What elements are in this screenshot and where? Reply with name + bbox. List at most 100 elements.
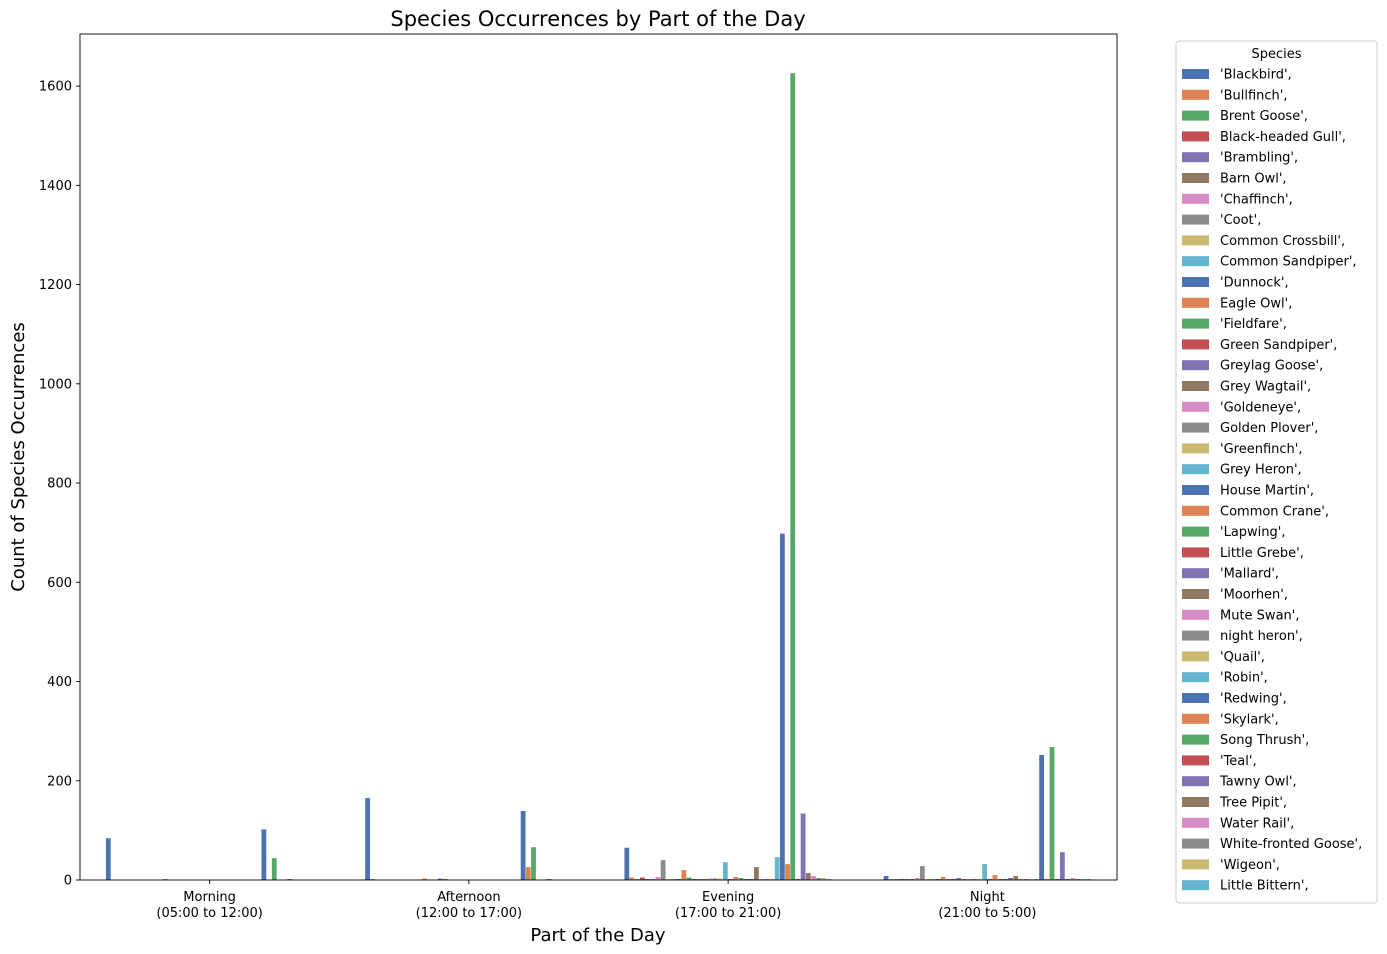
bar <box>769 879 775 880</box>
legend-swatch <box>1182 339 1209 350</box>
bar <box>1023 879 1029 880</box>
x-tick-label: (05:00 to 12:00) <box>156 906 262 921</box>
legend-swatch <box>1182 505 1209 516</box>
bar <box>925 879 930 880</box>
legend-swatch <box>1182 713 1209 724</box>
bar <box>722 862 728 880</box>
bar <box>365 798 370 880</box>
legend-swatch <box>1182 69 1209 79</box>
bar <box>982 864 987 880</box>
bar <box>754 867 759 880</box>
legend-swatch <box>1182 838 1209 849</box>
legend-swatch <box>1182 485 1209 495</box>
bar <box>546 879 552 880</box>
legend-label: 'Bullfinch', <box>1220 88 1287 103</box>
bar <box>992 875 998 880</box>
bar <box>645 879 650 880</box>
bar <box>712 878 718 880</box>
bar <box>987 879 993 880</box>
bar <box>525 867 531 880</box>
bar <box>1002 879 1008 880</box>
legend-label: 'Chaffinch', <box>1220 192 1293 207</box>
bar <box>442 879 448 880</box>
bar <box>1065 879 1070 880</box>
legend-swatch <box>1182 110 1209 121</box>
x-tick-label: (17:00 to 21:00) <box>675 906 781 921</box>
legend-swatch <box>1182 630 1209 641</box>
y-tick-label: 0 <box>64 874 72 889</box>
bar <box>1080 879 1086 880</box>
bar <box>816 878 822 880</box>
bar <box>287 879 293 880</box>
bar <box>162 879 168 880</box>
bar <box>977 879 982 880</box>
x-tick-label: Night <box>970 890 1005 905</box>
legend-label: 'Moorhen', <box>1220 588 1288 603</box>
legend-label: Mute Swan', <box>1220 608 1299 623</box>
legend-swatch <box>1182 859 1209 870</box>
legend-swatch <box>1182 193 1209 204</box>
bar <box>945 879 951 880</box>
legend-label: Water Rail', <box>1220 816 1294 831</box>
bar <box>1018 879 1024 880</box>
bar <box>728 879 733 880</box>
bar <box>764 879 770 880</box>
bar <box>899 879 905 880</box>
x-tick-label: (12:00 to 17:00) <box>416 906 522 921</box>
legend-swatch <box>1182 422 1209 433</box>
bar <box>805 873 811 880</box>
bar <box>437 878 443 880</box>
legend-label: House Martin', <box>1220 484 1314 499</box>
legend-swatch <box>1182 797 1209 807</box>
bar <box>971 879 977 880</box>
legend-label: Grey Wagtail', <box>1220 380 1311 395</box>
y-tick-label: 1200 <box>39 278 72 293</box>
legend-swatch <box>1182 401 1209 412</box>
legend-swatch <box>1182 755 1209 766</box>
bar <box>686 877 692 880</box>
bar <box>702 879 707 880</box>
y-axis-title: Count of Species Occurrences <box>8 322 29 592</box>
legend-swatch <box>1182 381 1209 391</box>
legend-label: 'Quail', <box>1220 650 1265 665</box>
bar <box>1044 879 1050 880</box>
legend-label: Tawny Owl', <box>1219 775 1297 790</box>
legend-swatch <box>1182 776 1209 787</box>
legend-label: 'Skylark', <box>1220 712 1279 727</box>
bar <box>660 860 666 880</box>
bar <box>956 878 962 880</box>
legend-label: White-fronted Goose', <box>1220 837 1362 852</box>
bar <box>894 879 899 880</box>
bar <box>919 866 925 880</box>
legend-swatch <box>1182 131 1209 142</box>
legend-label: Golden Plover', <box>1220 421 1318 436</box>
legend-swatch <box>1182 568 1209 579</box>
legend-label: Greylag Goose', <box>1220 359 1323 374</box>
legend-label: 'Redwing', <box>1220 692 1287 707</box>
x-tick-label: (21:00 to 5:00) <box>938 906 1036 921</box>
bar <box>966 879 972 880</box>
bar <box>520 811 526 880</box>
x-tick-label: Evening <box>702 890 754 905</box>
legend-swatch <box>1182 152 1209 163</box>
bar <box>997 879 1003 880</box>
bar <box>422 878 427 880</box>
bar <box>1049 747 1055 880</box>
x-tick-label: Morning <box>183 890 236 905</box>
bar <box>650 879 656 880</box>
bar <box>800 813 806 880</box>
legend-frame <box>1175 40 1378 904</box>
bar <box>738 878 744 880</box>
bar <box>811 876 816 880</box>
bar <box>1008 878 1013 880</box>
legend-title: Species <box>1251 47 1301 62</box>
bar <box>1059 852 1065 880</box>
bar <box>1075 879 1081 880</box>
legend-swatch <box>1182 693 1209 703</box>
legend-label: 'Teal', <box>1220 754 1257 769</box>
legend-swatch <box>1182 651 1209 662</box>
bar <box>676 879 682 880</box>
x-tick-label: Afternoon <box>437 890 500 905</box>
legend-label: 'Blackbird', <box>1220 68 1292 83</box>
legend-swatch <box>1182 173 1209 183</box>
